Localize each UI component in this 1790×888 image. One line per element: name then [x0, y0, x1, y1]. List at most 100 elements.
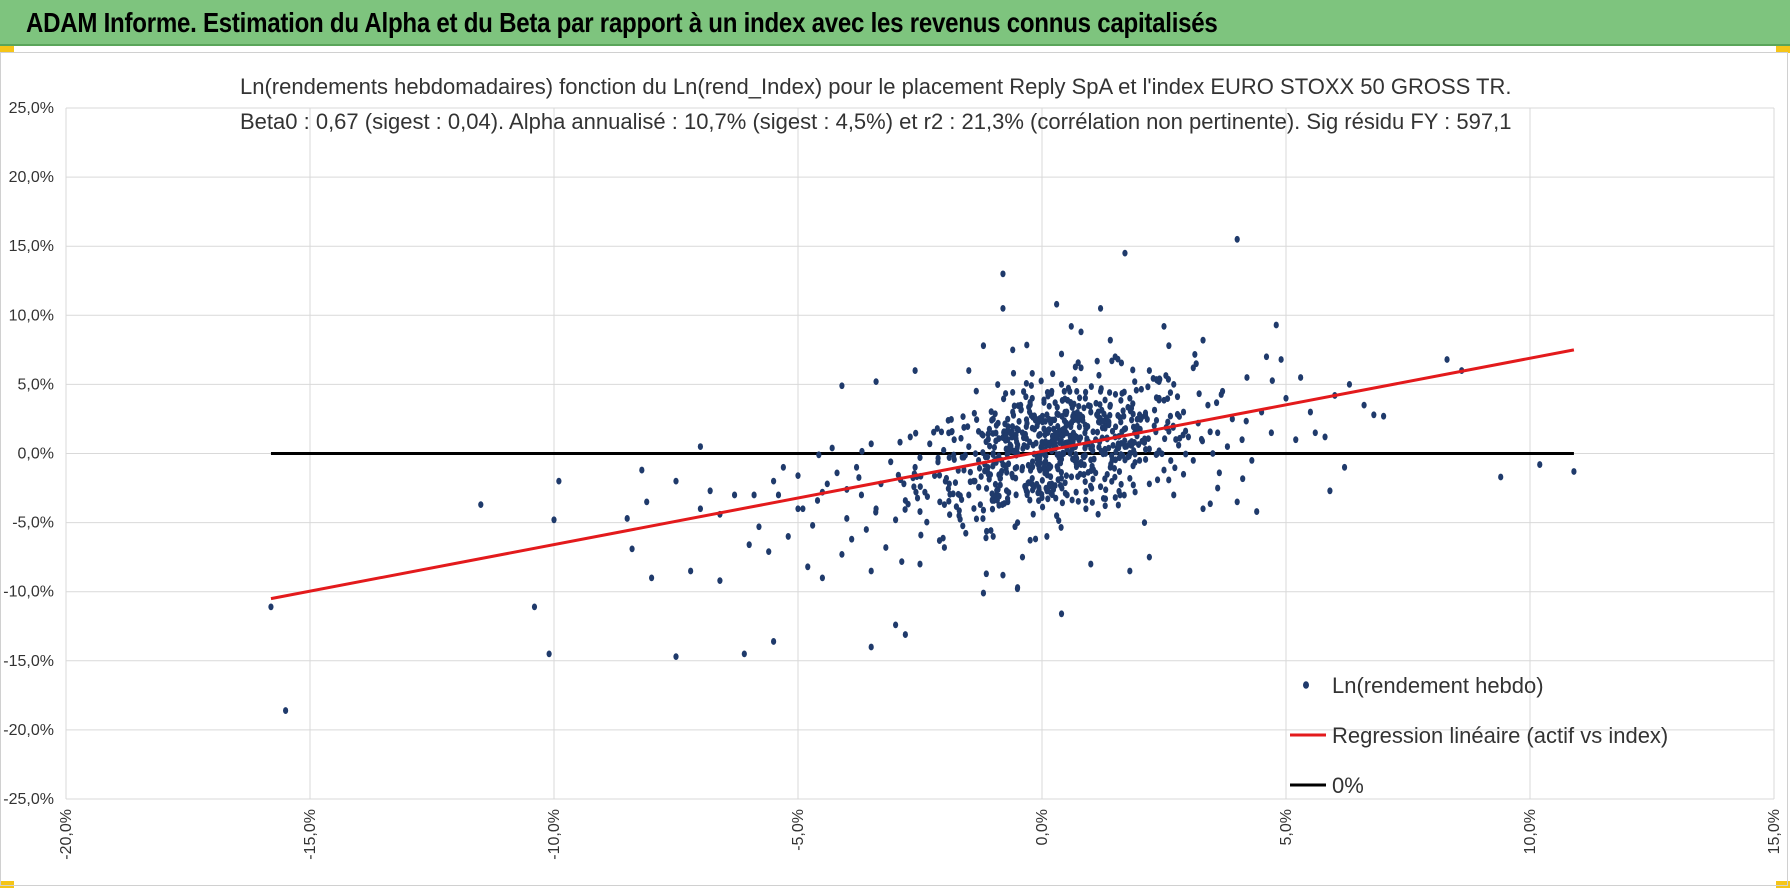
data-point	[1073, 451, 1079, 458]
data-point	[1096, 371, 1102, 379]
data-point	[1082, 478, 1088, 486]
data-point	[960, 413, 966, 421]
data-point	[950, 490, 956, 498]
scatter-points	[268, 235, 1577, 714]
data-point	[956, 507, 962, 515]
data-point	[1111, 464, 1118, 472]
data-point	[1161, 466, 1167, 474]
data-point	[1381, 412, 1387, 420]
data-point	[997, 481, 1003, 489]
data-point	[1056, 450, 1062, 458]
data-point	[1059, 499, 1065, 507]
data-point	[958, 434, 964, 442]
data-point	[1062, 479, 1068, 487]
data-point	[1180, 431, 1186, 439]
data-point	[1030, 441, 1036, 449]
data-point	[1183, 450, 1189, 458]
data-point	[983, 570, 989, 578]
data-point	[962, 451, 968, 459]
data-point	[924, 518, 930, 526]
data-point	[1444, 356, 1450, 363]
data-point	[1032, 535, 1039, 543]
y-tick-label: 5,0%	[18, 376, 54, 393]
data-point	[1322, 433, 1328, 441]
data-point	[917, 508, 923, 515]
data-point	[1004, 468, 1010, 476]
data-point	[1132, 488, 1138, 496]
data-point	[1190, 457, 1196, 464]
data-point	[1058, 610, 1065, 618]
data-point	[644, 498, 650, 506]
data-point	[994, 487, 1000, 495]
data-point	[717, 577, 723, 585]
data-point	[1075, 497, 1081, 505]
data-point	[1042, 438, 1049, 445]
data-point	[1060, 431, 1067, 439]
data-point	[996, 501, 1002, 509]
data-point	[1094, 357, 1100, 365]
data-point	[932, 472, 938, 480]
data-point	[961, 424, 967, 431]
data-point	[1005, 460, 1012, 468]
legend-label: Ln(rendement hebdo)	[1332, 673, 1544, 698]
data-point	[1249, 457, 1255, 464]
data-point	[1100, 417, 1106, 425]
data-point	[1029, 458, 1036, 466]
data-point	[751, 491, 757, 499]
data-point	[1026, 408, 1033, 416]
data-point	[1118, 480, 1124, 488]
y-tick-label: 15,0%	[9, 238, 54, 255]
data-point	[1127, 474, 1133, 482]
data-point	[1075, 460, 1081, 467]
data-point	[1116, 468, 1123, 475]
data-point	[1015, 426, 1021, 433]
data-point	[931, 428, 937, 436]
data-point	[1243, 417, 1249, 425]
data-point	[1371, 411, 1377, 419]
y-tick-label: 10,0%	[9, 307, 54, 324]
data-point	[1153, 416, 1160, 424]
data-point	[1121, 425, 1127, 433]
data-point	[1037, 415, 1043, 422]
data-point	[1025, 461, 1031, 469]
data-point	[1072, 376, 1078, 384]
data-point	[1058, 436, 1064, 444]
data-point	[1077, 412, 1083, 420]
data-point	[1039, 476, 1045, 484]
data-point	[1012, 523, 1018, 531]
data-point	[1048, 463, 1054, 471]
y-tick-label: 20,0%	[9, 169, 54, 186]
data-point	[1042, 469, 1048, 477]
data-point	[1021, 388, 1027, 395]
data-point	[1215, 484, 1221, 492]
data-point	[1229, 415, 1235, 423]
data-point	[856, 474, 862, 481]
data-point	[1046, 402, 1052, 410]
data-point	[985, 435, 991, 443]
data-point	[1041, 425, 1047, 433]
data-point	[556, 477, 562, 485]
data-point	[1119, 389, 1125, 397]
data-point	[1027, 398, 1033, 406]
data-point	[940, 534, 946, 542]
data-point	[973, 387, 979, 395]
data-point	[897, 438, 903, 446]
data-point	[1207, 428, 1213, 436]
data-point	[1069, 404, 1075, 411]
data-point	[1058, 381, 1065, 388]
data-point	[859, 447, 865, 455]
data-point	[639, 466, 645, 474]
data-point	[1068, 419, 1075, 427]
data-point	[1060, 425, 1066, 433]
data-point	[1361, 401, 1367, 409]
data-point	[1049, 432, 1056, 440]
data-point	[1044, 487, 1050, 495]
data-point	[1171, 491, 1177, 499]
data-point	[1076, 423, 1082, 431]
data-point	[1083, 388, 1089, 396]
data-point	[1081, 461, 1087, 469]
data-point	[1108, 460, 1114, 468]
data-point	[1088, 456, 1094, 464]
data-point	[1083, 505, 1089, 513]
data-point	[649, 574, 655, 582]
